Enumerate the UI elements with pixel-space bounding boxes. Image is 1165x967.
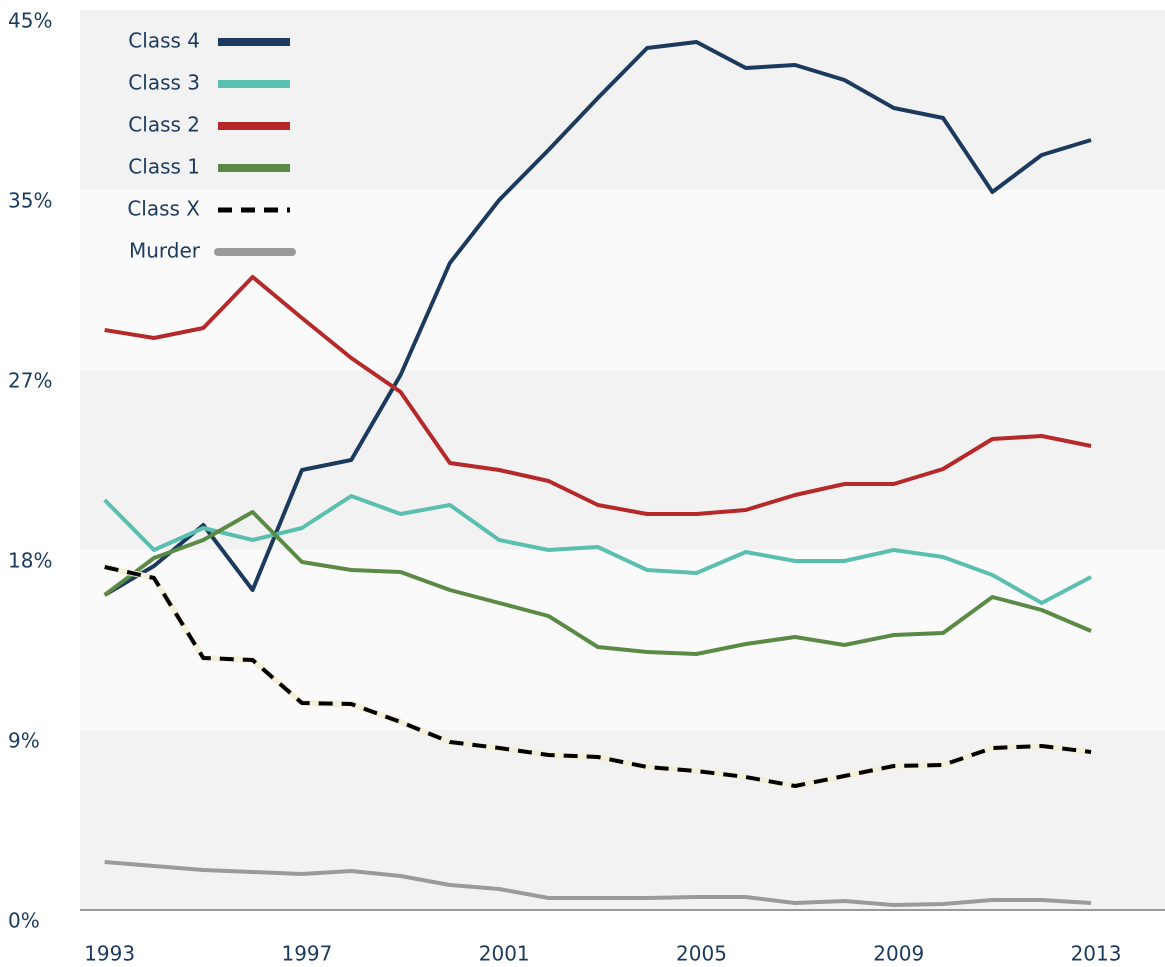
series-line: [103, 40, 1092, 597]
x-tick-label: 2009: [873, 942, 924, 966]
y-tick-label: 0%: [8, 909, 40, 933]
series-line: [104, 860, 1092, 907]
y-tick-label: 45%: [8, 9, 52, 33]
grid-band: [80, 730, 1165, 910]
y-tick-label: 35%: [8, 189, 52, 213]
legend-label: Class 3: [128, 71, 200, 95]
legend-label: Class 4: [128, 29, 200, 53]
grid-band: [80, 190, 1165, 370]
grid-band: [80, 550, 1165, 730]
legend-label: Murder: [129, 239, 201, 263]
y-tick-label: 27%: [8, 369, 52, 393]
y-tick-label: 18%: [8, 549, 52, 573]
x-tick-label: 1993: [84, 942, 135, 966]
x-tick-label: 2001: [479, 942, 530, 966]
grid-band: [80, 370, 1165, 550]
x-tick-label: 1997: [281, 942, 332, 966]
y-tick-label: 9%: [8, 729, 40, 753]
series-line: [104, 565, 1092, 788]
series-line: [104, 275, 1092, 516]
x-tick-label: 2013: [1071, 942, 1122, 966]
legend-label: Class X: [127, 197, 200, 221]
legend-label: Class 1: [128, 155, 200, 179]
legend-label: Class 2: [128, 113, 200, 137]
series-line: [103, 510, 1092, 656]
x-tick-label: 2005: [676, 942, 727, 966]
series-line: [103, 494, 1092, 605]
grid-band: [80, 10, 1165, 190]
